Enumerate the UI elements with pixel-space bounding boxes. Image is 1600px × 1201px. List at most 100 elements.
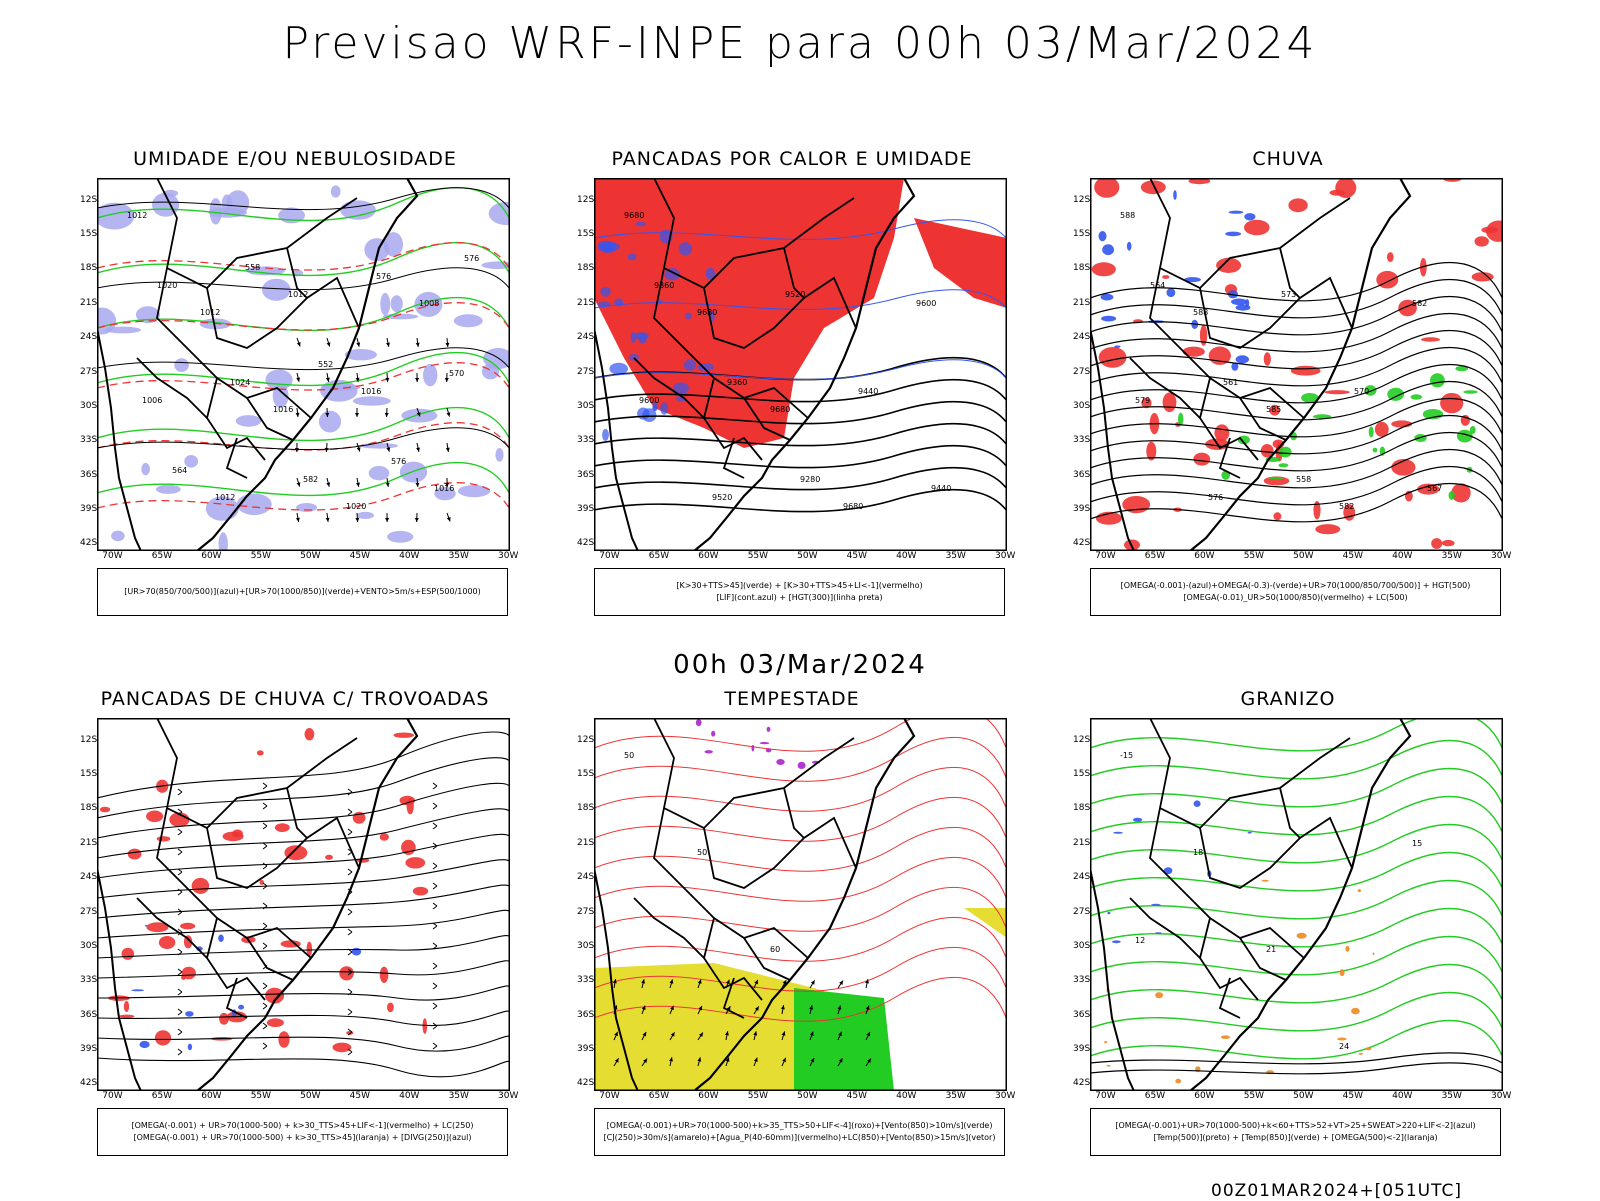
lon-tick-label: 70W	[599, 551, 619, 561]
legend-line: [OMEGA(-0.001) + UR>70(1000-500) + k>30_…	[98, 1120, 507, 1132]
field-blob	[312, 537, 320, 543]
field-blob	[1358, 889, 1361, 892]
field-blob	[423, 1018, 428, 1034]
field-blob	[415, 225, 435, 229]
field-blob	[122, 948, 135, 960]
field-blob	[602, 429, 609, 441]
contour-label: 582	[1412, 299, 1427, 308]
streamline-arrow	[433, 803, 437, 809]
lon-tick-label: 40W	[896, 551, 916, 561]
lon-tick-label: 40W	[1392, 551, 1412, 561]
field-blob	[1244, 213, 1255, 220]
map-frame	[97, 718, 510, 1091]
wind-vector	[445, 338, 450, 347]
lat-tick-label: 21S	[577, 838, 594, 848]
contour-label: 1016	[273, 405, 293, 414]
lon-tick-label: 65W	[152, 551, 172, 561]
field-blob	[1155, 932, 1162, 934]
lat-tick-label: 24S	[1073, 872, 1090, 882]
streamline-arrow	[433, 923, 437, 929]
field-blob	[1273, 512, 1281, 520]
streamline	[97, 986, 510, 1000]
field-blob	[339, 966, 354, 980]
panel-title: TEMPESTADE	[577, 688, 1007, 710]
field-blob	[407, 798, 414, 815]
legend-line: [OMEGA(-0.001) + UR>70(1000-500) + k>30_…	[98, 1132, 507, 1144]
field-blob	[353, 396, 391, 405]
lon-tick-label: 65W	[649, 1091, 669, 1101]
map-svg: 1012101210161020100810061012101210161016…	[97, 178, 510, 551]
streamline-arrow	[178, 1049, 182, 1055]
legend-box: [OMEGA(-0.001)+UR>70(1000-500)+k<60+TTS>…	[1090, 1108, 1501, 1156]
field-blob	[375, 315, 391, 333]
field-blob	[454, 348, 471, 366]
contour-label: 552	[318, 360, 333, 369]
wind-vector	[295, 373, 301, 383]
field-blob	[711, 731, 715, 737]
field-blob	[380, 833, 389, 841]
contour-line	[1090, 797, 1503, 835]
lat-tick-label: 21S	[1073, 838, 1090, 848]
legend-box: [UR>70(850/700/500)](azul)+[UR>70(1000/8…	[97, 568, 508, 616]
field-blob	[635, 222, 646, 226]
field-blob	[333, 1043, 352, 1053]
field-blob	[1345, 946, 1349, 952]
country-border	[784, 788, 804, 838]
field-blob	[705, 750, 713, 753]
wind-vector	[325, 337, 331, 347]
lon-tick-label: 30W	[995, 1091, 1015, 1101]
lat-tick-label: 39S	[1073, 504, 1090, 514]
country-border	[654, 718, 854, 828]
field-blob	[156, 485, 181, 494]
field-blob	[1359, 1053, 1363, 1055]
field-blob	[1463, 390, 1477, 393]
field-blob	[309, 514, 335, 521]
contour-label: 50	[624, 751, 634, 760]
lat-tick-label: 18S	[577, 263, 594, 273]
field-blob	[1162, 275, 1169, 279]
lon-tick-label: 30W	[498, 551, 518, 561]
contour-label: 585	[1266, 405, 1281, 414]
lat-tick-label: 30S	[577, 941, 594, 951]
field-blob	[405, 857, 425, 868]
field-blob	[1214, 424, 1229, 441]
contour-label: 1016	[434, 484, 454, 493]
field-blob	[1325, 390, 1350, 394]
lat-tick-label: 24S	[1073, 332, 1090, 342]
country-border	[1200, 278, 1352, 348]
field-blob	[315, 522, 331, 531]
field-blob	[244, 301, 250, 311]
field-blob	[1099, 231, 1107, 241]
lat-tick-label: 27S	[1073, 367, 1090, 377]
field-blob	[433, 446, 459, 463]
wind-vector	[295, 408, 300, 417]
field-blob	[416, 502, 441, 514]
contour-label: 1008	[419, 299, 439, 308]
field-blob	[275, 823, 290, 832]
field-blob	[766, 748, 772, 752]
lon-tick-label: 70W	[102, 551, 122, 561]
country-border	[1200, 818, 1352, 888]
contour-label: 9680	[624, 211, 644, 220]
field-blob	[1369, 427, 1374, 438]
lon-tick-label: 35W	[449, 1091, 469, 1101]
lat-tick-label: 15S	[80, 769, 97, 779]
contour-label: 582	[303, 475, 318, 484]
field-blob	[1155, 992, 1163, 998]
legend-line: [OMEGA(-0.001)+UR>70(1000-500)+k>35_TTS>…	[595, 1120, 1004, 1132]
contour-label: 1012	[215, 493, 235, 502]
field-blob	[340, 200, 376, 219]
lat-tick-label: 36S	[577, 1010, 594, 1020]
contour-label: 9680	[770, 405, 790, 414]
streamline-arrow	[348, 789, 352, 795]
wind-vector	[325, 478, 331, 488]
field-blob	[394, 733, 415, 738]
streamline	[97, 1058, 510, 1077]
field-blob	[1102, 244, 1114, 255]
field-blob	[458, 485, 490, 497]
lat-tick-label: 15S	[1073, 769, 1090, 779]
field-blob	[1229, 211, 1244, 214]
